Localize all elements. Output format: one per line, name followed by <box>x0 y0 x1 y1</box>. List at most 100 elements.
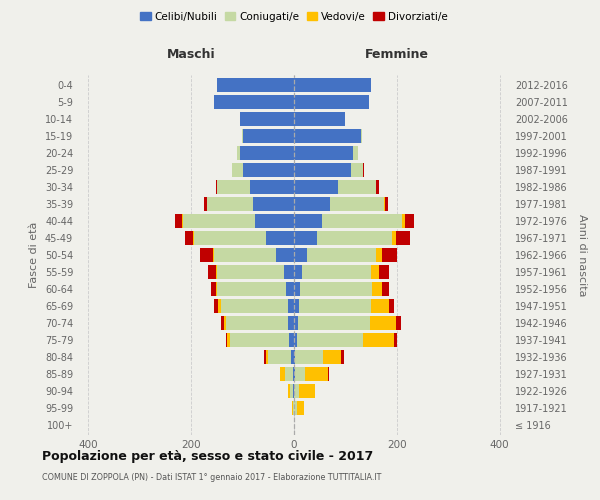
Bar <box>385 197 388 211</box>
Y-axis label: Anni di nascita: Anni di nascita <box>577 214 587 296</box>
Bar <box>389 299 394 313</box>
Bar <box>323 350 341 364</box>
Bar <box>294 316 298 330</box>
Bar <box>226 333 227 347</box>
Bar <box>296 333 364 347</box>
Bar <box>382 248 397 262</box>
Bar <box>293 384 294 398</box>
Bar <box>230 333 289 347</box>
Bar <box>402 214 404 228</box>
Bar <box>242 163 294 177</box>
Bar <box>217 180 250 194</box>
Bar <box>396 316 401 330</box>
Bar <box>299 384 314 398</box>
Bar <box>294 367 295 381</box>
Bar <box>200 248 213 262</box>
Bar <box>286 282 294 296</box>
Y-axis label: Fasce di età: Fasce di età <box>29 222 39 288</box>
Bar <box>392 231 396 245</box>
Bar <box>294 146 353 160</box>
Bar <box>379 265 389 279</box>
Bar <box>322 214 402 228</box>
Bar <box>338 180 376 194</box>
Bar <box>266 231 294 245</box>
Bar <box>298 316 370 330</box>
Bar <box>328 367 329 381</box>
Bar <box>232 163 242 177</box>
Bar <box>294 95 368 109</box>
Bar <box>294 163 350 177</box>
Bar <box>289 333 294 347</box>
Bar <box>217 78 294 92</box>
Bar <box>371 265 379 279</box>
Bar <box>353 146 358 160</box>
Bar <box>299 299 371 313</box>
Bar <box>253 197 294 211</box>
Bar <box>217 282 286 296</box>
Bar <box>350 163 364 177</box>
Bar <box>300 282 372 296</box>
Bar <box>276 248 294 262</box>
Bar <box>294 333 296 347</box>
Bar <box>294 214 322 228</box>
Bar <box>293 401 294 415</box>
Bar <box>224 316 226 330</box>
Bar <box>376 180 379 194</box>
Bar <box>292 350 294 364</box>
Bar <box>361 129 362 143</box>
Bar <box>290 384 293 398</box>
Bar <box>330 197 384 211</box>
Bar <box>294 384 299 398</box>
Bar <box>404 214 414 228</box>
Text: Femmine: Femmine <box>365 48 429 60</box>
Bar <box>214 248 276 262</box>
Bar <box>193 231 194 245</box>
Bar <box>372 282 382 296</box>
Bar <box>227 333 230 347</box>
Bar <box>396 231 410 245</box>
Bar <box>217 265 284 279</box>
Bar <box>206 197 253 211</box>
Bar <box>294 248 307 262</box>
Bar <box>211 282 216 296</box>
Bar <box>256 214 294 228</box>
Bar <box>305 367 328 381</box>
Bar <box>294 299 299 313</box>
Bar <box>294 231 317 245</box>
Bar <box>371 299 389 313</box>
Bar <box>175 214 182 228</box>
Bar <box>221 316 224 330</box>
Bar <box>184 214 256 228</box>
Bar <box>221 299 288 313</box>
Bar <box>296 401 304 415</box>
Bar <box>264 350 266 364</box>
Bar <box>294 129 361 143</box>
Bar <box>294 265 302 279</box>
Bar <box>214 95 294 109</box>
Bar <box>213 248 214 262</box>
Bar <box>288 316 294 330</box>
Bar <box>250 180 294 194</box>
Bar <box>394 333 397 347</box>
Bar <box>185 231 193 245</box>
Bar <box>285 367 293 381</box>
Bar <box>295 367 305 381</box>
Bar <box>216 282 217 296</box>
Bar <box>293 367 294 381</box>
Bar <box>317 231 392 245</box>
Bar <box>266 350 268 364</box>
Legend: Celibi/Nubili, Coniugati/e, Vedovi/e, Divorziati/e: Celibi/Nubili, Coniugati/e, Vedovi/e, Di… <box>136 8 452 26</box>
Bar <box>216 180 217 194</box>
Bar <box>238 146 240 160</box>
Bar <box>288 384 290 398</box>
Bar <box>307 248 376 262</box>
Bar <box>294 78 371 92</box>
Text: Popolazione per età, sesso e stato civile - 2017: Popolazione per età, sesso e stato civil… <box>42 450 373 463</box>
Bar <box>294 350 295 364</box>
Bar <box>294 112 346 126</box>
Bar <box>292 401 293 415</box>
Bar <box>268 350 292 364</box>
Bar <box>382 282 389 296</box>
Bar <box>240 146 294 160</box>
Bar <box>240 112 294 126</box>
